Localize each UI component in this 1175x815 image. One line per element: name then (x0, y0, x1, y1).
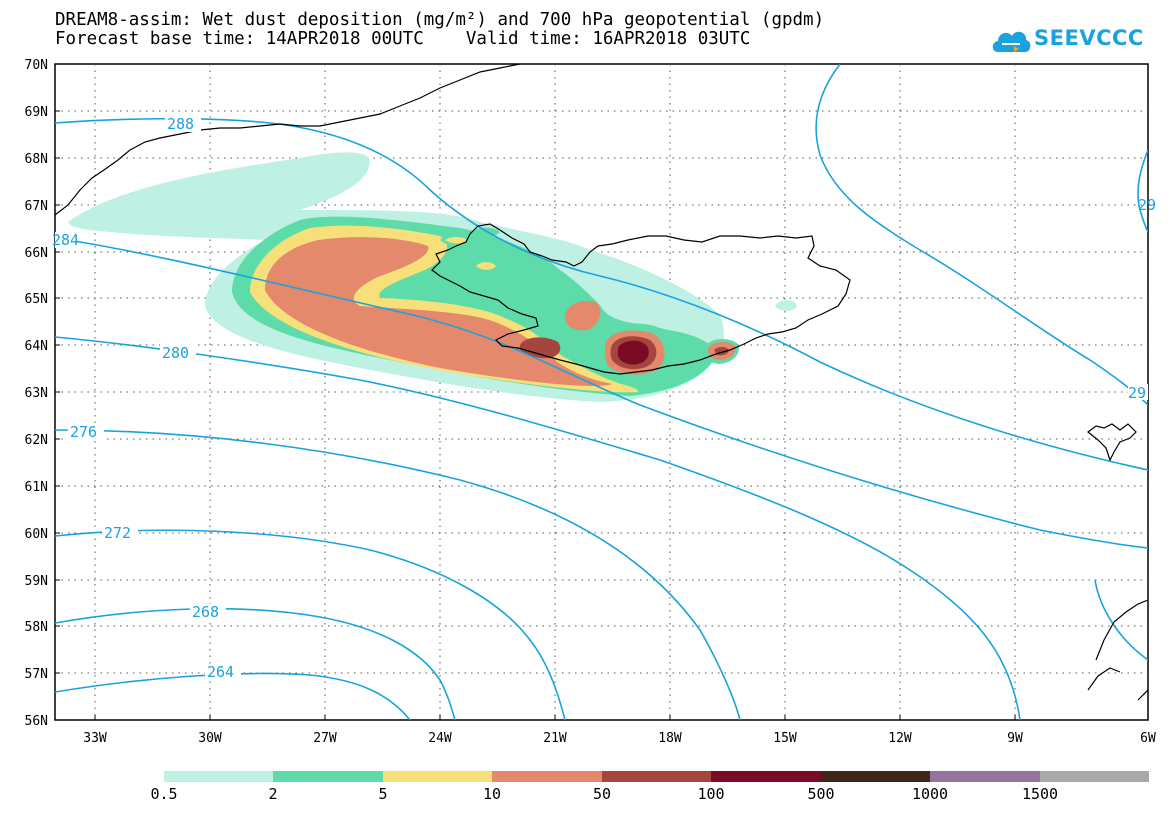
legend-label-500: 500 (807, 785, 835, 803)
lat-label-63N: 63N (25, 386, 48, 401)
color-legend (164, 771, 1149, 782)
legend-swatch-500 (821, 771, 930, 782)
contour-label-268: 268 (192, 603, 219, 621)
lat-label-59N: 59N (25, 574, 48, 589)
legend-label-10: 10 (482, 785, 502, 803)
lat-label-56N: 56N (25, 714, 48, 729)
contour-label-280: 280 (162, 344, 189, 362)
lon-label-33W: 33W (83, 731, 107, 746)
longitude-axis: 33W 30W 27W 24W 21W 18W 15W 12W 9W 6W (83, 715, 1156, 746)
chart-title-line-1: DREAM8-assim: Wet dust deposition (mg/m²… (55, 10, 825, 30)
lat-label-66N: 66N (25, 246, 48, 261)
contour-label-288: 288 (167, 115, 194, 133)
legend-swatch-1000 (930, 771, 1040, 782)
lon-label-24W: 24W (428, 731, 452, 746)
lon-label-30W: 30W (198, 731, 222, 746)
legend-label-1500: 1500 (1021, 785, 1059, 803)
contour-280 (55, 336, 1021, 720)
lon-label-12W: 12W (888, 731, 912, 746)
lat-label-62N: 62N (25, 433, 48, 448)
lat-label-67N: 67N (25, 199, 48, 214)
graticule (55, 64, 1148, 720)
contour-label-264: 264 (207, 663, 234, 681)
contour-label-276: 276 (70, 423, 97, 441)
chart-title-line-2: Forecast base time: 14APR2018 00UTC Vali… (55, 29, 751, 49)
contour-268 (55, 607, 456, 720)
legend-label-5: 5 (378, 785, 388, 803)
lat-label-61N: 61N (25, 480, 48, 495)
lat-label-60N: 60N (25, 527, 48, 542)
latitude-axis: 70N 69N 68N 67N 66N 65N 64N 63N 62N 61N … (25, 58, 60, 729)
logo-text: SEEVCCC (1034, 26, 1144, 50)
legend-label-50: 50 (592, 785, 612, 803)
contour-296 (1137, 149, 1148, 233)
lat-label-58N: 58N (25, 620, 48, 635)
cloud-icon (992, 31, 1031, 52)
geopotential-contours (55, 64, 1148, 720)
lon-label-27W: 27W (313, 731, 337, 746)
lat-label-65N: 65N (25, 292, 48, 307)
seevccc-logo: SEEVCCC (990, 22, 1150, 58)
legend-label-1000: 1000 (911, 785, 949, 803)
contour-label-29-north: 29 (1138, 196, 1156, 214)
contour-284 (55, 237, 1148, 549)
legend-swatch-5 (383, 771, 492, 782)
contour-288 (55, 117, 1148, 471)
contour-264 (55, 672, 411, 720)
legend-swatch-1500 (1040, 771, 1149, 782)
lon-label-21W: 21W (543, 731, 567, 746)
deposition-band-50-b (519, 337, 561, 359)
lat-label-69N: 69N (25, 105, 48, 120)
legend-label-100: 100 (697, 785, 725, 803)
legend-swatch-2 (273, 771, 383, 782)
deposition-band-nw-fjords-2 (445, 237, 468, 244)
legend-swatch-100 (711, 771, 821, 782)
contour-292 (815, 64, 1148, 406)
contour-label-284: 284 (52, 231, 79, 249)
lat-label-64N: 64N (25, 339, 48, 354)
deposition-band-50 (565, 300, 601, 331)
deposition-band-0.5-east (775, 300, 797, 311)
legend-swatch-10 (492, 771, 602, 782)
lat-label-70N: 70N (25, 58, 48, 73)
lon-label-18W: 18W (658, 731, 682, 746)
greenland-coastline (55, 64, 521, 216)
contour-272 (55, 529, 566, 720)
coastlines (55, 64, 1148, 701)
legend-labels: 0.5 2 5 10 50 100 500 1000 1500 (0, 785, 1175, 805)
scotland-coastline (1087, 599, 1148, 701)
legend-swatch-50 (602, 771, 711, 782)
lat-label-57N: 57N (25, 667, 48, 682)
contour-label-272: 272 (104, 524, 131, 542)
deposition-band-snaef (476, 262, 496, 270)
contour-labels: 288 284 280 276 272 268 264 29 29 (52, 115, 1156, 681)
legend-label-0.5: 0.5 (150, 785, 178, 803)
lat-label-68N: 68N (25, 152, 48, 167)
contour-label-29-east: 29 (1128, 384, 1146, 402)
lon-label-15W: 15W (773, 731, 797, 746)
legend-swatch-0.5 (164, 771, 273, 782)
deposition-band-100-c (618, 340, 649, 365)
legend-label-2: 2 (268, 785, 278, 803)
iceland-coastline (431, 223, 851, 375)
contour-276 (55, 429, 741, 720)
lon-label-6W: 6W (1140, 731, 1156, 746)
dust-deposition-field (68, 152, 797, 402)
deposition-band-mid (515, 263, 540, 273)
lon-label-9W: 9W (1007, 731, 1023, 746)
faroe-islands (1087, 423, 1137, 462)
